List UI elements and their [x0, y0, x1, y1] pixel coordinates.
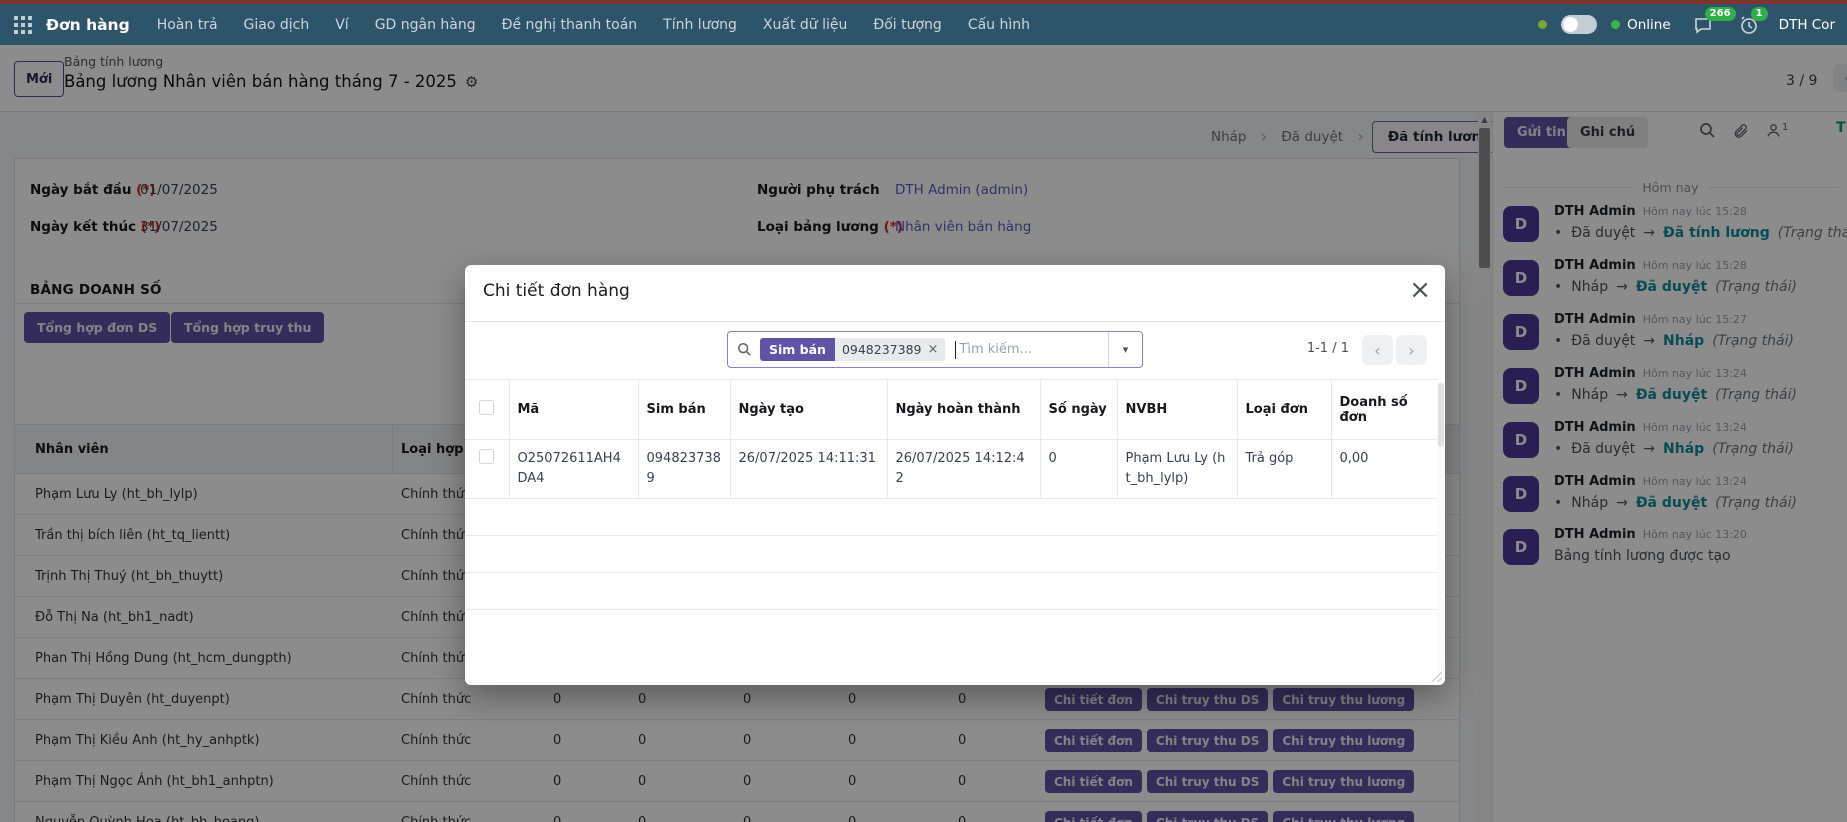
select-all-checkbox[interactable] [479, 400, 494, 415]
top-nav: Đơn hàng Hoàn trả Giao dịch Ví GD ngân h… [0, 4, 1847, 45]
menu-tinh-luong[interactable]: Tính lương [663, 17, 737, 33]
menu-vi[interactable]: Ví [335, 17, 348, 33]
search-dropdown-toggle[interactable]: ▾ [1108, 332, 1142, 367]
facet-field-label: Sim bán [760, 338, 835, 361]
search-input[interactable]: Sim bán 0948237389 × Tìm kiếm... ▾ [727, 331, 1143, 368]
menu-doi-tuong[interactable]: Đối tượng [873, 17, 941, 33]
col-so-ngay[interactable]: Số ngày [1040, 380, 1117, 440]
search-icon [737, 342, 752, 357]
empty-row [465, 573, 1437, 610]
app-name[interactable]: Đơn hàng [46, 16, 130, 34]
modal-pager: 1-1 / 1 [1307, 341, 1349, 356]
theme-toggle[interactable] [1561, 15, 1597, 34]
col-ngay-hoan-thanh[interactable]: Ngày hoàn thành [887, 380, 1040, 440]
search-placeholder: Tìm kiếm... [959, 342, 1032, 357]
company-name[interactable]: DTH Cor [1779, 17, 1835, 33]
orders-table: Mã Sim bán Ngày tạo Ngày hoàn thành Số n… [465, 379, 1437, 610]
online-dot [1611, 20, 1620, 29]
modal-title: Chi tiết đơn hàng [483, 281, 630, 301]
text-cursor [955, 341, 956, 359]
activity-clock-icon[interactable]: 1 [1739, 15, 1759, 35]
order-detail-modal: Chi tiết đơn hàng × Sim bán 0948237389 × … [465, 265, 1445, 685]
messages-badge: 266 [1705, 7, 1736, 21]
facet-remove-icon[interactable]: × [927, 342, 938, 357]
status-dot [1538, 20, 1547, 29]
facet-value: 0948237389 [842, 342, 922, 357]
menu-cau-hinh[interactable]: Cấu hình [968, 17, 1030, 33]
col-ngay-tao[interactable]: Ngày tạo [730, 380, 887, 440]
menu-xuat-du-lieu[interactable]: Xuất dữ liệu [763, 17, 847, 33]
table-header-row: Mã Sim bán Ngày tạo Ngày hoàn thành Số n… [465, 380, 1437, 440]
close-icon[interactable]: × [1409, 275, 1431, 305]
order-row[interactable]: O25072611AH4DA4 0948237389 26/07/2025 14… [465, 440, 1437, 499]
menu-de-nghi-thanh-toan[interactable]: Đề nghị thanh toán [502, 17, 638, 33]
apps-grid-icon[interactable] [12, 14, 34, 36]
menu-hoan-tra[interactable]: Hoàn trả [157, 17, 218, 33]
col-doanh-so-don[interactable]: Doanh số đơn [1331, 380, 1437, 440]
pager-next-button[interactable]: › [1396, 335, 1427, 365]
col-nvbh[interactable]: NVBH [1117, 380, 1237, 440]
activity-badge: 1 [1751, 7, 1768, 21]
col-ma[interactable]: Mã [509, 380, 638, 440]
row-checkbox[interactable] [479, 449, 494, 464]
col-loai-don[interactable]: Loại đơn [1237, 380, 1331, 440]
empty-row [465, 499, 1437, 536]
empty-row [465, 536, 1437, 573]
col-sim-ban[interactable]: Sim bán [638, 380, 730, 440]
app-window: Đơn hàng Hoàn trả Giao dịch Ví GD ngân h… [0, 0, 1847, 822]
modal-header: Chi tiết đơn hàng × [465, 265, 1445, 322]
menu-giao-dich[interactable]: Giao dịch [244, 17, 310, 33]
menu-gd-ngan-hang[interactable]: GD ngân hàng [375, 17, 476, 33]
pager-prev-button[interactable]: ‹ [1362, 335, 1393, 365]
search-facet: Sim bán 0948237389 × [760, 338, 945, 361]
modal-table-scrollbar[interactable] [1437, 381, 1445, 681]
online-label: Online [1627, 17, 1671, 33]
messages-icon[interactable]: 266 [1693, 15, 1713, 35]
